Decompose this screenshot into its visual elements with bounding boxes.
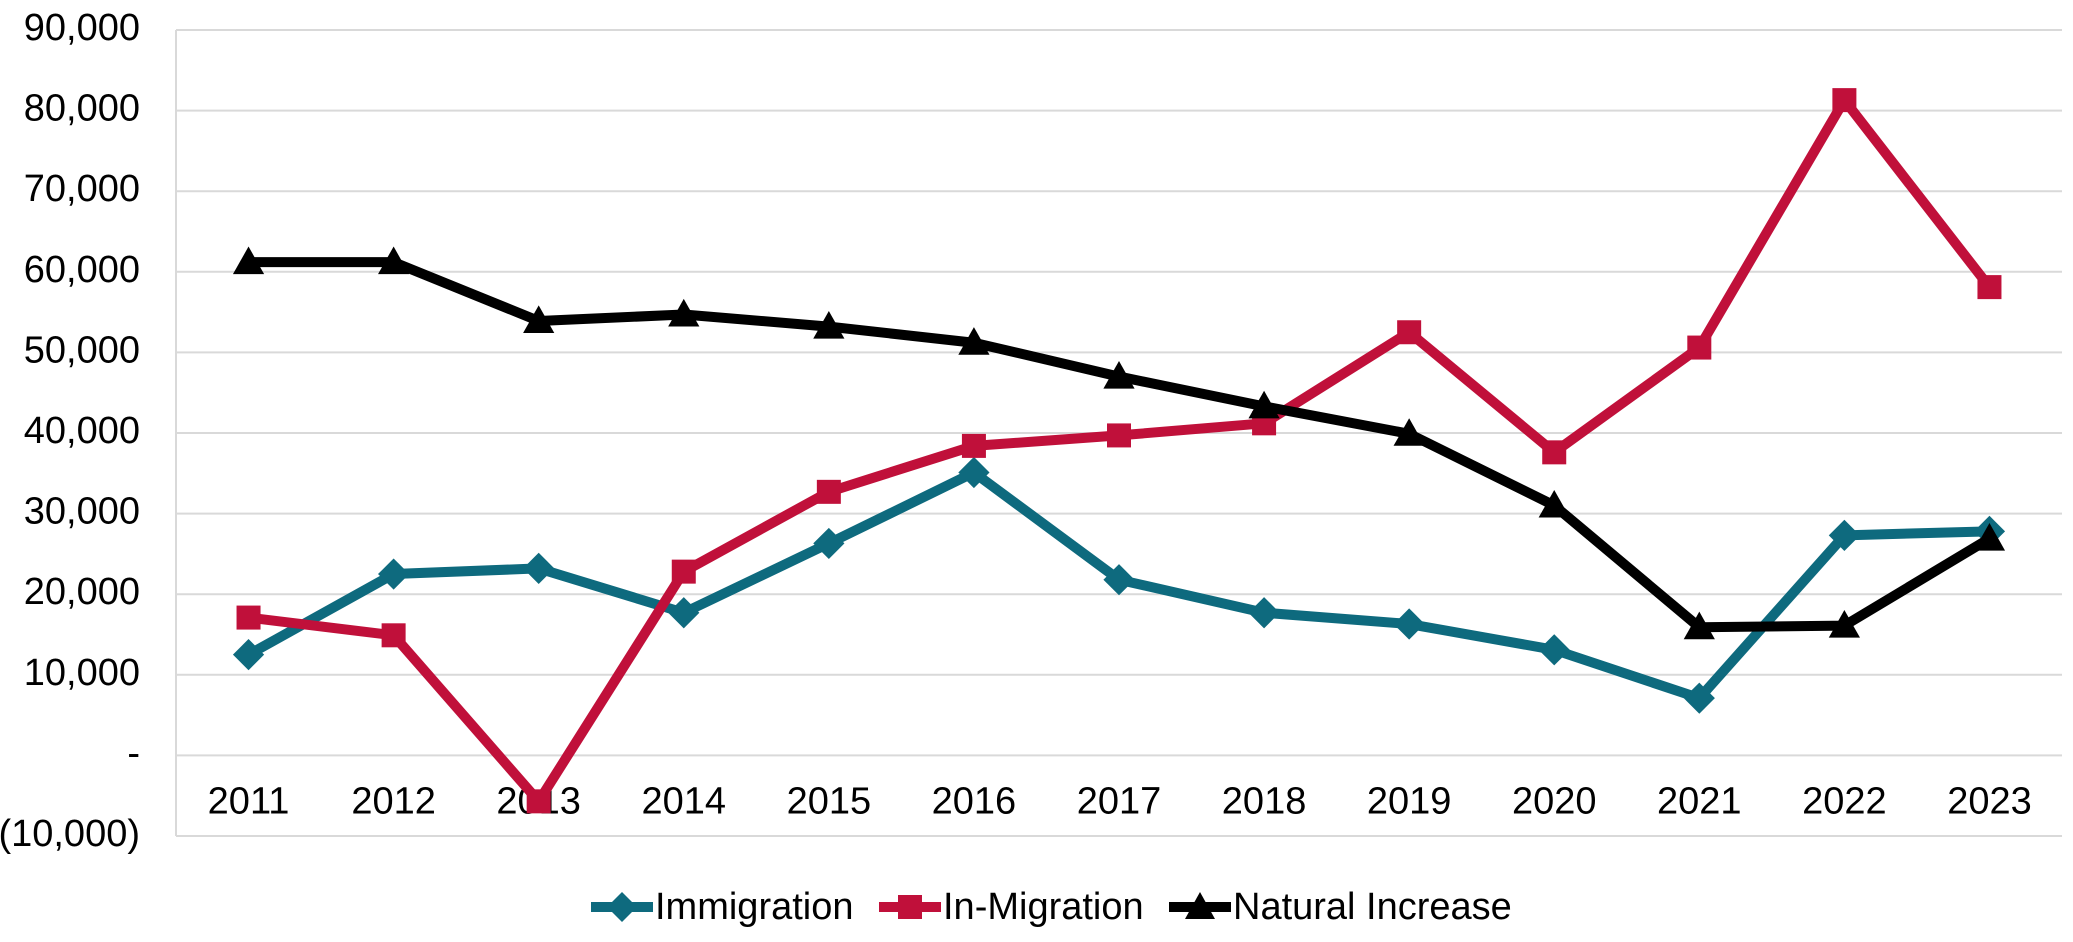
marker — [668, 597, 700, 629]
y-tick-label: 20,000 — [24, 571, 140, 613]
y-tick-label: 40,000 — [24, 410, 140, 452]
marker — [1973, 522, 2006, 551]
marker — [1977, 275, 2002, 300]
x-tick-label: 2018 — [1222, 780, 1307, 822]
series-line — [247, 95, 1994, 807]
x-tick-label: 2016 — [932, 780, 1017, 822]
marker — [1248, 390, 1280, 419]
marker — [1103, 360, 1135, 389]
marker — [1538, 634, 1570, 666]
x-tick-label: 2022 — [1802, 780, 1887, 822]
marker — [1538, 489, 1570, 518]
marker — [1393, 418, 1425, 446]
marker — [1683, 682, 1715, 714]
marker — [236, 605, 261, 630]
x-tick-label: 2020 — [1512, 780, 1597, 822]
legend-label: In-Migration — [943, 886, 1144, 928]
marker — [1103, 564, 1135, 596]
marker — [668, 298, 700, 327]
marker — [1248, 597, 1280, 629]
legend-label: Immigration — [655, 886, 854, 928]
x-tick-label: 2017 — [1077, 780, 1162, 822]
y-tick-label: 60,000 — [24, 249, 140, 291]
marker — [523, 305, 555, 333]
marker — [816, 479, 841, 504]
y-tick-label: 10,000 — [24, 652, 140, 694]
x-tick-label: 2019 — [1367, 780, 1452, 822]
legend-marker — [1185, 892, 1215, 919]
marker — [1683, 611, 1715, 640]
x-tick-label: 2012 — [351, 780, 436, 822]
legend-marker — [898, 895, 922, 919]
marker — [813, 527, 845, 560]
marker — [378, 558, 410, 590]
marker — [1393, 608, 1425, 640]
y-tick-label: 80,000 — [24, 88, 140, 130]
marker — [523, 552, 555, 585]
marker — [961, 433, 986, 458]
marker — [1828, 610, 1860, 638]
marker — [232, 639, 265, 671]
x-tick-label: 2015 — [787, 780, 872, 822]
y-tick-label: 50,000 — [24, 329, 140, 371]
marker — [1832, 88, 1857, 113]
marker — [381, 623, 406, 648]
y-tick-label: 90,000 — [24, 7, 140, 49]
marker — [958, 456, 990, 489]
y-tick-label: - — [127, 732, 140, 774]
y-tick-label: 30,000 — [24, 491, 140, 533]
legend-label: Natural Increase — [1233, 886, 1512, 928]
marker — [526, 789, 551, 814]
marker — [1397, 320, 1422, 345]
marker — [378, 246, 410, 275]
marker — [671, 559, 696, 584]
marker — [1687, 335, 1712, 360]
marker — [1828, 519, 1860, 551]
y-tick-label: 70,000 — [24, 168, 140, 210]
marker — [813, 311, 845, 339]
y-tick-label: (10,000) — [0, 813, 140, 855]
marker — [958, 327, 990, 355]
marker — [232, 246, 265, 275]
marker — [1542, 440, 1567, 465]
x-tick-label: 2023 — [1947, 780, 2032, 822]
x-tick-label: 2021 — [1657, 780, 1742, 822]
legend-marker — [607, 892, 637, 922]
marker — [1107, 423, 1131, 448]
x-tick-label: 2011 — [208, 780, 290, 822]
x-tick-label: 2014 — [641, 780, 726, 822]
